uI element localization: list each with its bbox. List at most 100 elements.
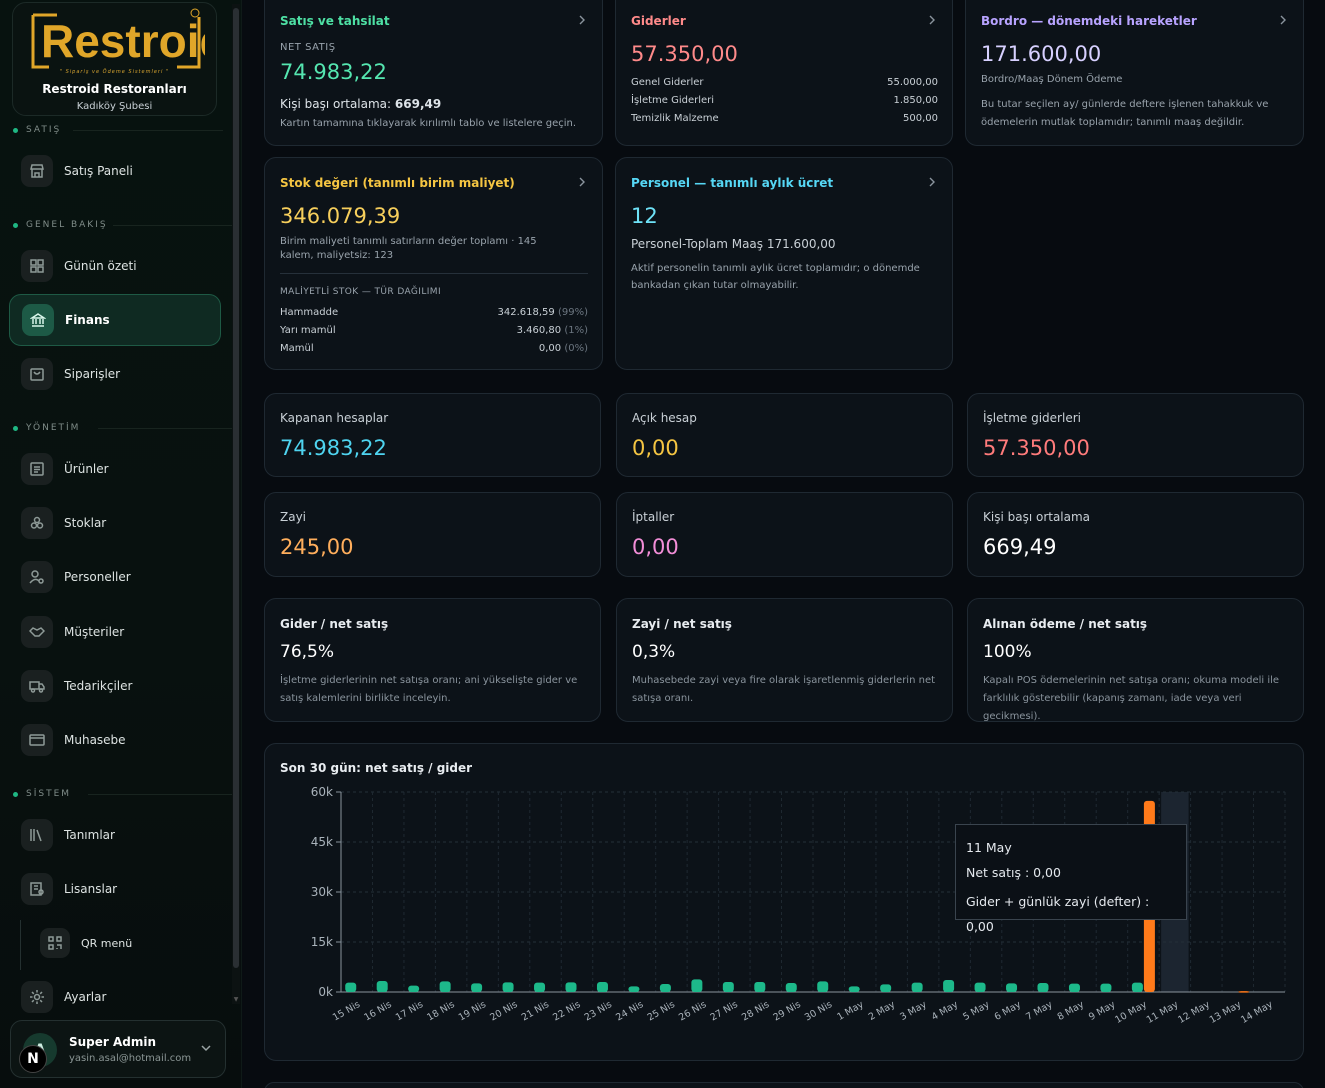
kpi-card[interactable]: İptaller 0,00 bbox=[616, 492, 953, 577]
kpi-card[interactable]: Açık hesap 0,00 bbox=[616, 393, 953, 477]
sidebar-item-ayarlar[interactable]: Ayarlar bbox=[9, 971, 221, 1023]
stock-row: Yarı mamül 3.460,80 (1%) bbox=[280, 325, 588, 336]
sidebar-item-qr-menu[interactable]: QR menü bbox=[30, 921, 220, 965]
staff-card[interactable]: Personel — tanımlı aylık ücret 12 Person… bbox=[615, 157, 953, 370]
x-tick-label: 12 May bbox=[1176, 999, 1212, 1026]
scroll-down-icon[interactable]: ▼ bbox=[233, 996, 239, 1003]
user-menu[interactable]: A N Super Admin yasin.asal@hotmail.com bbox=[10, 1020, 226, 1078]
x-tick-label: 30 Nis bbox=[803, 999, 834, 1023]
sidebar-item-gunun-ozeti[interactable]: Günün özeti bbox=[9, 240, 221, 292]
sidebar: Restroid " Sipariş ve Ödeme Sistemleri "… bbox=[0, 0, 242, 1088]
sales-bar bbox=[974, 982, 986, 992]
logo-text: Restroid bbox=[41, 15, 205, 67]
x-tick-label: 17 Nis bbox=[394, 999, 425, 1023]
x-tick-label: 15 Nis bbox=[331, 999, 362, 1023]
scrollbar-thumb[interactable] bbox=[233, 8, 239, 968]
sidebar-item-finans[interactable]: Finans bbox=[9, 294, 221, 346]
section-genel-bakis: GENEL BAKIŞ bbox=[13, 220, 233, 230]
qr-icon bbox=[40, 928, 70, 958]
kpi-label: Kapanan hesaplar bbox=[280, 411, 389, 425]
x-tick-label: 23 Nis bbox=[583, 999, 614, 1023]
sales-bar bbox=[880, 984, 892, 992]
payroll-card[interactable]: Bordro — dönemdeki hareketler 171.600,00… bbox=[965, 0, 1304, 146]
kpi-card[interactable]: İşletme giderleri 57.350,00 bbox=[967, 393, 1304, 477]
card-title: Satış ve tahsilat bbox=[280, 14, 390, 28]
sales-bar bbox=[596, 982, 608, 992]
sidebar-item-muhasebe[interactable]: Muhasebe bbox=[9, 714, 221, 766]
chart-title: Son 30 gün: net satış / gider bbox=[280, 761, 473, 775]
next-card bbox=[264, 1082, 1304, 1088]
x-tick-label: 3 May bbox=[898, 999, 929, 1023]
sales-bar bbox=[785, 983, 797, 992]
section-satis: SATIŞ bbox=[13, 125, 223, 135]
sidebar-item-lisanslar[interactable]: Lisanslar bbox=[9, 863, 221, 915]
kpi-label: İptaller bbox=[632, 510, 675, 524]
staff-count: 12 bbox=[631, 204, 658, 228]
sidebar-item-label: Tanımlar bbox=[64, 828, 115, 842]
x-tick-label: 19 Nis bbox=[457, 999, 488, 1023]
app-badge[interactable]: N bbox=[19, 1045, 47, 1073]
sales-hint: Kartın tamamına tıklayarak kırılımlı tab… bbox=[280, 118, 577, 129]
sidebar-item-label: Lisanslar bbox=[64, 882, 118, 896]
sidebar-item-siparisler[interactable]: Siparişler bbox=[9, 348, 221, 400]
sales-bar bbox=[848, 986, 860, 992]
x-tick-label: 26 Nis bbox=[677, 999, 708, 1023]
x-tick-label: 24 Nis bbox=[614, 999, 645, 1023]
sales-bar bbox=[1037, 983, 1049, 992]
sidebar-item-satis-paneli[interactable]: Satış Paneli bbox=[9, 145, 221, 197]
sidebar-item-label: Satış Paneli bbox=[64, 164, 133, 178]
payroll-sub: Bordro/Maaş Dönem Ödeme bbox=[981, 74, 1123, 85]
sales-card[interactable]: Satış ve tahsilat NET SATIŞ 74.983,22 Ki… bbox=[264, 0, 603, 146]
stock-hint: Birim maliyeti tanımlı satırların değer … bbox=[280, 236, 537, 261]
kpi-card[interactable]: Kişi başı ortalama 669,49 bbox=[967, 492, 1304, 577]
sidebar-item-label: Siparişler bbox=[64, 367, 121, 381]
x-tick-label: 1 May bbox=[835, 999, 866, 1023]
chevron-right-icon bbox=[579, 15, 585, 25]
x-tick-label: 29 Nis bbox=[771, 999, 802, 1023]
kpi-card[interactable]: Kapanan hesaplar 74.983,22 bbox=[264, 393, 601, 477]
submenu-line bbox=[20, 920, 21, 970]
sidebar-item-tanimlar[interactable]: Tanımlar bbox=[9, 809, 221, 861]
brand-branch: Kadıköy Şubesi bbox=[76, 101, 153, 112]
y-tick-label: 0k bbox=[318, 985, 333, 999]
chevron-down-icon[interactable] bbox=[199, 1041, 213, 1055]
sales-bar bbox=[471, 983, 483, 992]
kpi-value: 57.350,00 bbox=[983, 436, 1090, 460]
sidebar-item-label: Stoklar bbox=[64, 516, 107, 530]
kpi-value: 74.983,22 bbox=[280, 436, 387, 460]
ratio-title: Gider / net satış bbox=[280, 617, 389, 631]
sales-bar bbox=[439, 981, 451, 992]
ratio-card: Zayi / net satış 0,3% Muhasebede zayi ve… bbox=[616, 598, 953, 722]
restroid-logo: Restroid bbox=[31, 8, 205, 69]
card-title: Personel — tanımlı aylık ücret bbox=[631, 176, 834, 190]
x-tick-label: 28 Nis bbox=[740, 999, 771, 1023]
brand-card[interactable]: Restroid " Sipariş ve Ödeme Sistemleri "… bbox=[12, 2, 217, 116]
card-icon bbox=[21, 724, 53, 756]
boxes-icon bbox=[21, 507, 53, 539]
sidebar-scrollbar[interactable]: ▼ bbox=[232, 4, 240, 1004]
sidebar-item-urunler[interactable]: Ürünler bbox=[9, 443, 221, 495]
sidebar-item-label: Personeller bbox=[64, 570, 131, 584]
sales-bar bbox=[911, 982, 923, 992]
sidebar-item-personeller[interactable]: Personeller bbox=[9, 551, 221, 603]
stock-card[interactable]: Stok değeri (tanımlı birim maliyet) 346.… bbox=[264, 157, 603, 370]
books-icon bbox=[21, 819, 53, 851]
sidebar-item-label: Ayarlar bbox=[64, 990, 107, 1004]
x-tick-label: 25 Nis bbox=[646, 999, 677, 1023]
kpi-card[interactable]: Zayi 245,00 bbox=[264, 492, 601, 577]
y-tick-label: 30k bbox=[311, 885, 333, 899]
store-icon bbox=[21, 155, 53, 187]
net-sales-label: NET SATIŞ bbox=[280, 42, 336, 53]
staff-sub: Personel-Toplam Maaş 171.600,00 bbox=[631, 237, 836, 251]
sidebar-item-tedarikciler[interactable]: Tedarikçiler bbox=[9, 660, 221, 712]
ratio-description: Kapalı POS ödemelerinin net satışa oranı… bbox=[983, 675, 1280, 722]
expenses-card[interactable]: Giderler 57.350,00 Genel Giderler 55.000,… bbox=[615, 0, 953, 146]
sales-bar bbox=[376, 981, 388, 992]
ratio-description: Muhasebede zayi veya fire olarak işaretl… bbox=[632, 675, 936, 704]
sales-bar bbox=[943, 980, 955, 992]
sidebar-item-musteriler[interactable]: Müşteriler bbox=[9, 606, 221, 658]
card-title: Bordro — dönemdeki hareketler bbox=[981, 14, 1197, 28]
kpi-value: 0,00 bbox=[632, 535, 679, 559]
sales-bar bbox=[534, 982, 546, 992]
sidebar-item-stoklar[interactable]: Stoklar bbox=[9, 497, 221, 549]
